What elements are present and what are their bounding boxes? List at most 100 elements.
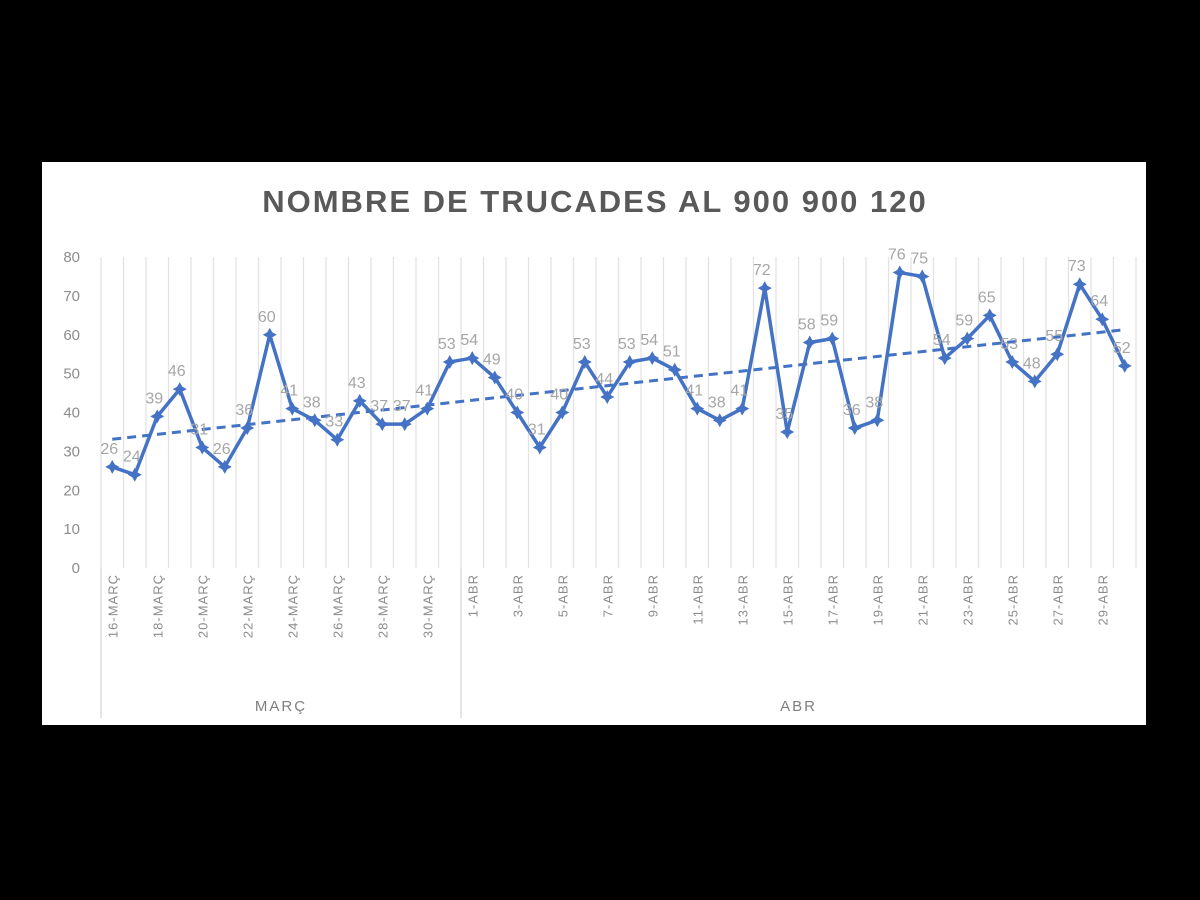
y-tick-label: 60 — [63, 327, 80, 344]
x-tick-label: 13-ABR — [735, 574, 750, 626]
x-tick-label: 28-MARÇ — [375, 574, 390, 638]
x-tick-label: 9-ABR — [645, 574, 660, 617]
data-point — [690, 401, 705, 416]
data-label: 33 — [325, 414, 343, 431]
data-point — [172, 382, 187, 397]
x-tick-label: 19-ABR — [870, 574, 885, 626]
data-point — [870, 413, 885, 428]
data-point — [127, 467, 142, 482]
data-point — [825, 331, 840, 346]
data-label: 55 — [1045, 328, 1063, 345]
data-label: 41 — [415, 383, 433, 400]
x-tick-label: 3-ABR — [510, 574, 525, 617]
data-label: 54 — [640, 332, 658, 349]
x-tick-label: 17-ABR — [825, 574, 840, 626]
data-label: 53 — [573, 336, 591, 353]
data-label: 44 — [595, 371, 613, 388]
x-tick-label: 11-ABR — [690, 574, 705, 625]
x-tick-label: 1-ABR — [465, 574, 480, 617]
data-point — [780, 424, 795, 439]
data-label: 72 — [753, 262, 771, 279]
data-label: 65 — [978, 289, 996, 306]
y-tick-label: 70 — [63, 288, 80, 305]
data-point — [577, 354, 592, 369]
data-point — [712, 413, 727, 428]
data-label: 26 — [100, 441, 118, 458]
data-label: 31 — [528, 421, 546, 438]
data-point — [307, 413, 322, 428]
data-label: 43 — [348, 375, 366, 392]
x-tick-label: 30-MARÇ — [420, 574, 435, 638]
data-label: 52 — [1113, 340, 1131, 357]
line-chart: 0 10 20 30 40 50 60 70 80 MARÇ ABR 16-MARÇ 18-MARÇ 20… — [63, 247, 1137, 718]
data-label: 59 — [820, 313, 838, 330]
x-tick-label: 5-ABR — [555, 574, 570, 617]
data-label: 46 — [168, 363, 186, 380]
data-label: 41 — [280, 383, 298, 400]
x-tick-label: 27-ABR — [1050, 574, 1065, 626]
data-point — [847, 421, 862, 436]
x-tick-label: 25-ABR — [1005, 574, 1020, 626]
data-label: 24 — [123, 449, 141, 466]
data-label: 53 — [438, 336, 456, 353]
data-label: 53 — [1000, 336, 1018, 353]
data-label: 75 — [910, 250, 928, 267]
x-tick-label: 7-ABR — [600, 574, 615, 617]
y-tick-label: 10 — [63, 521, 80, 538]
data-label: 64 — [1090, 293, 1108, 310]
data-label: 51 — [663, 344, 681, 361]
data-point — [285, 401, 300, 416]
data-point — [375, 417, 390, 432]
data-label: 40 — [550, 387, 568, 404]
data-label: 37 — [370, 398, 388, 415]
data-point — [892, 265, 907, 280]
data-point — [555, 405, 570, 420]
data-point — [510, 405, 525, 420]
x-tick-label: 29-ABR — [1095, 574, 1110, 626]
y-tick-label: 50 — [63, 366, 80, 383]
data-point — [195, 440, 210, 455]
data-label: 73 — [1068, 258, 1086, 275]
data-point — [352, 393, 367, 408]
data-label: 54 — [933, 332, 951, 349]
group-label: ABR — [780, 698, 817, 715]
data-point — [622, 354, 637, 369]
data-label: 54 — [460, 332, 478, 349]
data-point — [1072, 277, 1087, 292]
data-label: 35 — [775, 406, 793, 423]
data-label: 38 — [708, 394, 726, 411]
data-label: 58 — [798, 317, 816, 334]
y-tick-label: 80 — [63, 249, 80, 266]
data-label: 60 — [258, 309, 276, 326]
data-label: 41 — [730, 383, 748, 400]
y-tick-label: 40 — [63, 405, 80, 422]
x-tick-label: 20-MARÇ — [195, 574, 210, 638]
x-tick-label: 21-ABR — [915, 574, 930, 626]
data-label: 38 — [303, 394, 321, 411]
data-point — [937, 351, 952, 366]
data-point — [330, 432, 345, 447]
data-label: 36 — [235, 402, 253, 419]
data-point — [465, 351, 480, 366]
chart-panel: NOMBRE DE TRUCADES AL 900 900 120 0 10 20 3… — [42, 162, 1146, 725]
data-point — [802, 335, 817, 350]
data-point — [532, 440, 547, 455]
data-point — [240, 421, 255, 436]
data-label: 40 — [505, 387, 523, 404]
data-point — [487, 370, 502, 385]
data-label: 41 — [685, 383, 703, 400]
data-point — [667, 362, 682, 377]
data-point — [1095, 312, 1110, 327]
data-point — [735, 401, 750, 416]
x-tick-label: 26-MARÇ — [330, 574, 345, 638]
y-tick-label: 20 — [63, 482, 80, 499]
x-tick-label: 16-MARÇ — [105, 574, 120, 638]
data-point — [645, 351, 660, 366]
data-label: 38 — [865, 394, 883, 411]
data-point — [960, 331, 975, 346]
x-tick-label: 22-MARÇ — [240, 574, 255, 638]
data-point — [442, 354, 457, 369]
data-point — [1005, 354, 1020, 369]
data-label: 76 — [888, 247, 906, 264]
data-label: 48 — [1023, 355, 1041, 372]
